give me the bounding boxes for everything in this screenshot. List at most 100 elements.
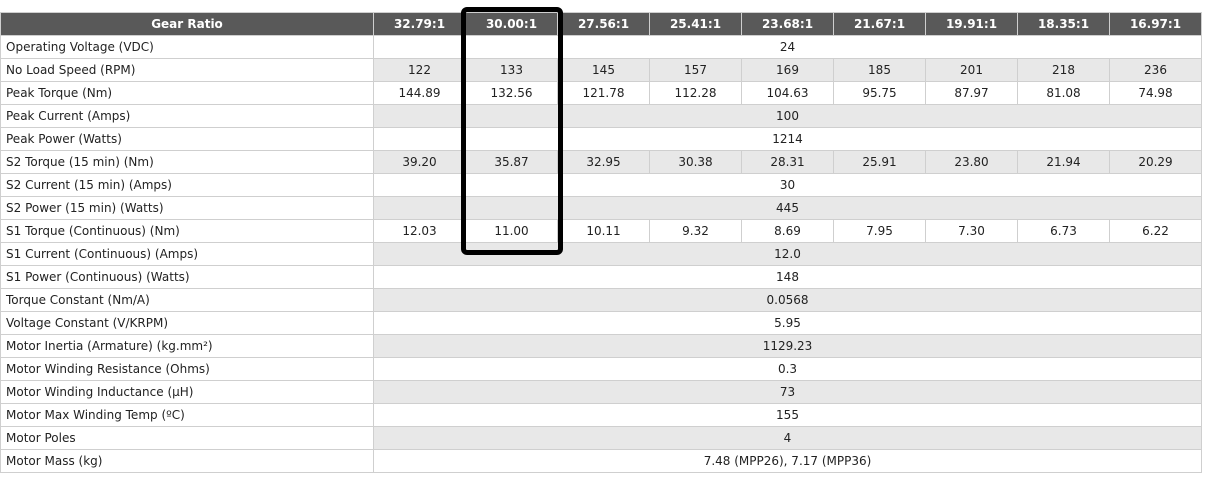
table-row: S2 Power (15 min) (Watts) 445 [0,196,1202,220]
row-label: Motor Inertia (Armature) (kg.mm²) [0,334,374,358]
merged-value-cell: 100 [373,104,1202,128]
table-row: S2 Current (15 min) (Amps) 30 [0,173,1202,197]
value-cell: 20.29 [1109,150,1202,174]
merged-value-cell: 1214 [373,127,1202,151]
row-label: No Load Speed (RPM) [0,58,374,82]
table-row: S1 Power (Continuous) (Watts) 148 [0,265,1202,289]
row-label: Torque Constant (Nm/A) [0,288,374,312]
row-label: S1 Torque (Continuous) (Nm) [0,219,374,243]
table-row: Motor Winding Resistance (Ohms) 0.3 [0,357,1202,381]
table-row: Motor Inertia (Armature) (kg.mm²) 1129.23 [0,334,1202,358]
value-cell: 236 [1109,58,1202,82]
value-cell: 35.87 [465,150,558,174]
row-label: S1 Current (Continuous) (Amps) [0,242,374,266]
row-label: S2 Current (15 min) (Amps) [0,173,374,197]
value-cell: 133 [465,58,558,82]
row-label: Peak Power (Watts) [0,127,374,151]
table-row: Motor Mass (kg) 7.48 (MPP26), 7.17 (MPP36… [0,449,1202,473]
merged-value-cell: 12.0 [373,242,1202,266]
merged-value-cell: 155 [373,403,1202,427]
row-label: Peak Current (Amps) [0,104,374,128]
table-row: Motor Winding Inductance (µH) 73 [0,380,1202,404]
value-cell: 28.31 [741,150,834,174]
value-cell: 104.63 [741,81,834,105]
table-row: Peak Current (Amps) 100 [0,104,1202,128]
value-cell: 30.38 [649,150,742,174]
value-cell: 185 [833,58,926,82]
value-cell: 81.08 [1017,81,1110,105]
row-label: Motor Winding Resistance (Ohms) [0,357,374,381]
value-cell: 95.75 [833,81,926,105]
ratio-header: 16.97:1 [1109,12,1202,36]
value-cell: 7.30 [925,219,1018,243]
table-row: Peak Torque (Nm) 144.89 132.56 121.78 112.28… [0,81,1202,105]
row-label: S2 Torque (15 min) (Nm) [0,150,374,174]
merged-value-cell: 1129.23 [373,334,1202,358]
value-cell: 132.56 [465,81,558,105]
row-label: Motor Poles [0,426,374,450]
table-row: Motor Max Winding Temp (ºC) 155 [0,403,1202,427]
table-row: S2 Torque (15 min) (Nm) 39.20 35.87 32.95 30… [0,150,1202,174]
value-cell: 10.11 [557,219,650,243]
value-cell: 21.94 [1017,150,1110,174]
merged-value-cell: 0.0568 [373,288,1202,312]
ratio-header: 18.35:1 [1017,12,1110,36]
merged-value-cell: 0.3 [373,357,1202,381]
merged-value-cell: 24 [373,35,1202,59]
value-cell: 6.73 [1017,219,1110,243]
ratio-header: 32.79:1 [373,12,466,36]
value-cell: 122 [373,58,466,82]
value-cell: 9.32 [649,219,742,243]
value-cell: 169 [741,58,834,82]
table-row: S1 Torque (Continuous) (Nm) 12.03 11.00 10.… [0,219,1202,243]
row-label: S2 Power (15 min) (Watts) [0,196,374,220]
gear-ratio-spec-table: Gear Ratio 32.79:1 30.00:1 27.56:1 25.41… [0,12,1202,473]
table-row: Torque Constant (Nm/A) 0.0568 [0,288,1202,312]
value-cell: 218 [1017,58,1110,82]
ratio-header: 21.67:1 [833,12,926,36]
ratio-header: 19.91:1 [925,12,1018,36]
value-cell: 7.95 [833,219,926,243]
value-cell: 32.95 [557,150,650,174]
table-row: Voltage Constant (V/KRPM) 5.95 [0,311,1202,335]
table-header: Gear Ratio 32.79:1 30.00:1 27.56:1 25.41… [0,12,1202,36]
merged-value-cell: 5.95 [373,311,1202,335]
merged-value-cell: 4 [373,426,1202,450]
value-cell: 8.69 [741,219,834,243]
row-label: Voltage Constant (V/KRPM) [0,311,374,335]
value-cell: 23.80 [925,150,1018,174]
value-cell: 25.91 [833,150,926,174]
ratio-header: 30.00:1 [465,12,558,36]
value-cell: 11.00 [465,219,558,243]
value-cell: 74.98 [1109,81,1202,105]
value-cell: 201 [925,58,1018,82]
header-row: Gear Ratio 32.79:1 30.00:1 27.56:1 25.41… [0,12,1202,36]
table-body: Operating Voltage (VDC) 24 No Load Speed (… [0,35,1202,473]
row-label: Peak Torque (Nm) [0,81,374,105]
value-cell: 6.22 [1109,219,1202,243]
value-cell: 112.28 [649,81,742,105]
ratio-header: 27.56:1 [557,12,650,36]
ratio-header: 23.68:1 [741,12,834,36]
value-cell: 157 [649,58,742,82]
gear-ratio-header: Gear Ratio [0,12,374,36]
table-row: Peak Power (Watts) 1214 [0,127,1202,151]
value-cell: 145 [557,58,650,82]
table-row: S1 Current (Continuous) (Amps) 12.0 [0,242,1202,266]
row-label: Motor Max Winding Temp (ºC) [0,403,374,427]
table-row: No Load Speed (RPM) 122 133 145 157 169 185 201… [0,58,1202,82]
value-cell: 12.03 [373,219,466,243]
row-label: Operating Voltage (VDC) [0,35,374,59]
value-cell: 87.97 [925,81,1018,105]
merged-value-cell: 73 [373,380,1202,404]
merged-value-cell: 30 [373,173,1202,197]
value-cell: 121.78 [557,81,650,105]
merged-value-cell: 7.48 (MPP26), 7.17 (MPP36) [373,449,1202,473]
row-label: S1 Power (Continuous) (Watts) [0,265,374,289]
row-label: Motor Winding Inductance (µH) [0,380,374,404]
row-label: Motor Mass (kg) [0,449,374,473]
value-cell: 144.89 [373,81,466,105]
table-row: Operating Voltage (VDC) 24 [0,35,1202,59]
merged-value-cell: 148 [373,265,1202,289]
table-row: Motor Poles 4 [0,426,1202,450]
